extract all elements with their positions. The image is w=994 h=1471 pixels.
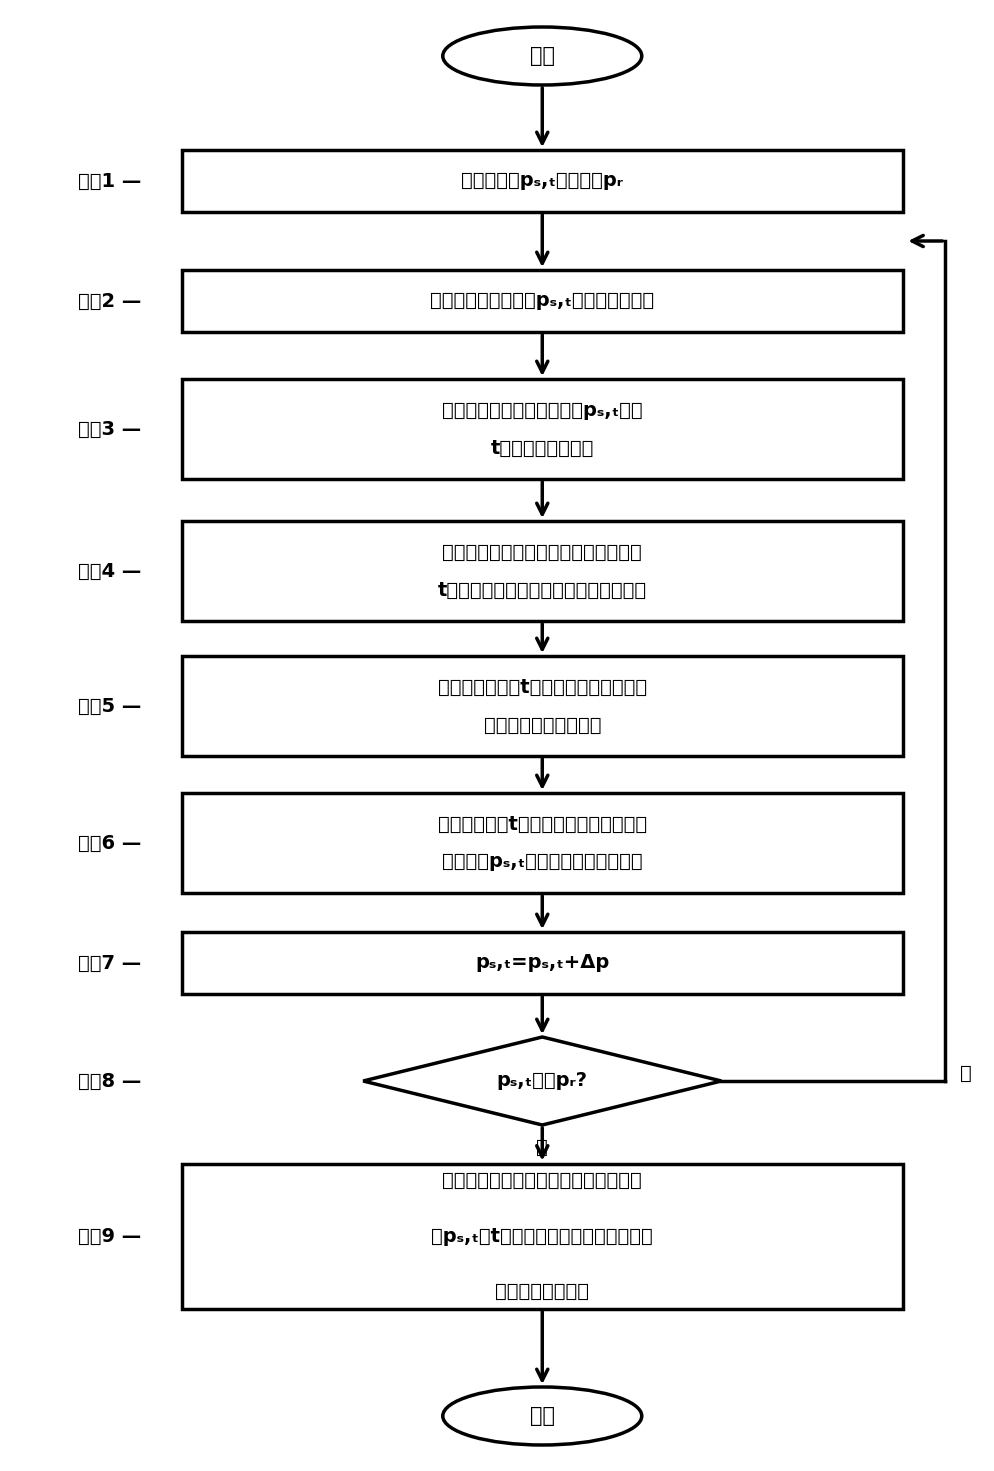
FancyBboxPatch shape	[182, 1164, 903, 1309]
Text: 是: 是	[536, 1137, 548, 1156]
FancyBboxPatch shape	[182, 380, 903, 480]
Text: 步骤2 —: 步骤2 —	[78, 291, 141, 310]
Text: 步骤3 —: 步骤3 —	[78, 419, 141, 438]
FancyBboxPatch shape	[182, 150, 903, 212]
Text: pₛ,ₜ大于pᵣ?: pₛ,ₜ大于pᵣ?	[496, 1071, 587, 1090]
Text: 每个用户的电能控制器在规定时间内将: 每个用户的电能控制器在规定时间内将	[442, 543, 641, 562]
Text: 电网控制节点将t时间段所有用户总计划: 电网控制节点将t时间段所有用户总计划	[437, 678, 646, 696]
Polygon shape	[363, 1037, 721, 1125]
Text: 用电量发送给光伏电站: 用电量发送给光伏电站	[483, 715, 600, 734]
FancyBboxPatch shape	[182, 656, 903, 756]
Text: 光伏电站根据t时间段总计划用电量计算: 光伏电站根据t时间段总计划用电量计算	[437, 815, 646, 834]
Text: 步骤9 —: 步骤9 —	[78, 1227, 141, 1246]
Ellipse shape	[442, 26, 641, 85]
Text: 格pₛ,ₜ为t时间段供电价格，并发送给用: 格pₛ,ₜ为t时间段供电价格，并发送给用	[431, 1227, 652, 1246]
Text: 结束: 结束	[529, 1406, 555, 1425]
Text: 每个用户的电能控制器根据pₛ,ₜ决定: 每个用户的电能控制器根据pₛ,ₜ决定	[441, 400, 642, 419]
Text: 开始: 开始	[529, 46, 555, 66]
Text: 光伏电站选择预期收益最大时设定的价: 光伏电站选择预期收益最大时设定的价	[442, 1171, 641, 1190]
Text: 步骤8 —: 步骤8 —	[78, 1071, 141, 1090]
Text: 户和电网控制节点: 户和电网控制节点	[495, 1281, 588, 1300]
Text: 光伏电站将pₛ,ₜ初始化为pᵣ: 光伏电站将pₛ,ₜ初始化为pᵣ	[461, 172, 622, 191]
FancyBboxPatch shape	[182, 793, 903, 893]
FancyBboxPatch shape	[182, 933, 903, 994]
Text: t时间段计划用电量: t时间段计划用电量	[490, 438, 593, 457]
Text: 在电价为pₛ,ₜ时能够获得的预期收益: 在电价为pₛ,ₜ时能够获得的预期收益	[441, 853, 642, 871]
Text: 光伏电站通过网络将pₛ,ₜ发送给所有用户: 光伏电站通过网络将pₛ,ₜ发送给所有用户	[429, 291, 654, 310]
Text: pₛ,ₜ=pₛ,ₜ+Δp: pₛ,ₜ=pₛ,ₜ+Δp	[475, 953, 608, 972]
FancyBboxPatch shape	[182, 271, 903, 332]
Text: 步骤4 —: 步骤4 —	[78, 562, 141, 581]
Text: 否: 否	[959, 1064, 971, 1083]
Text: t时间段计划用电量发送给电网控制节点: t时间段计划用电量发送给电网控制节点	[437, 581, 646, 600]
Ellipse shape	[442, 1387, 641, 1445]
Text: 步骤1 —: 步骤1 —	[78, 172, 141, 191]
Text: 步骤7 —: 步骤7 —	[78, 953, 141, 972]
Text: 步骤5 —: 步骤5 —	[78, 696, 141, 715]
FancyBboxPatch shape	[182, 521, 903, 621]
Text: 步骤6 —: 步骤6 —	[78, 834, 141, 853]
